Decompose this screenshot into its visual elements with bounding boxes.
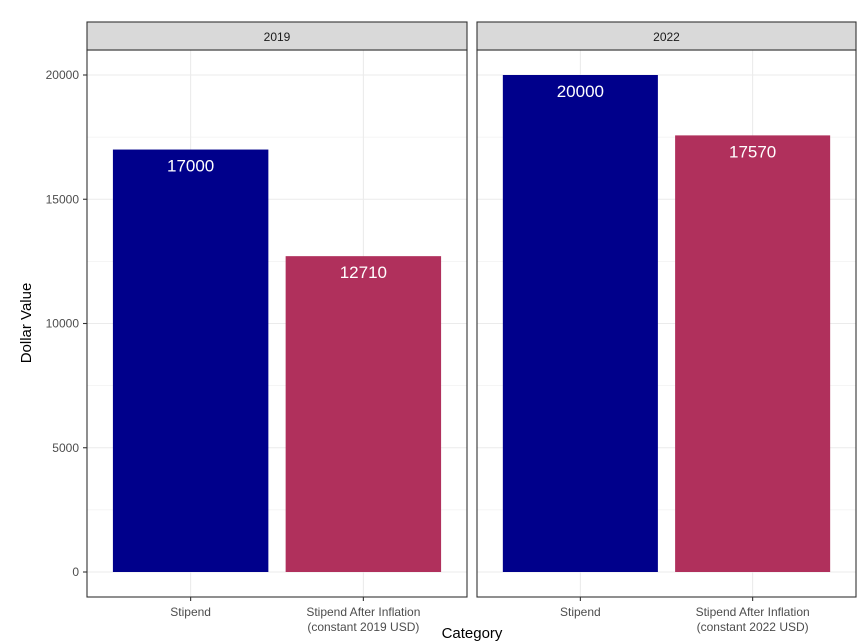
data-label: 17000 xyxy=(167,157,214,176)
y-tick-label: 20000 xyxy=(46,68,80,82)
bar-2022-1 xyxy=(502,75,658,572)
x-tick-label-line2: (constant 2022 USD) xyxy=(697,620,809,634)
data-label: 12710 xyxy=(340,263,387,282)
x-tick-label: Stipend After Inflation xyxy=(696,605,810,619)
x-axis-title: Category xyxy=(442,625,503,642)
facet-strip xyxy=(476,21,857,51)
facet-strip xyxy=(86,21,468,51)
y-tick-label: 15000 xyxy=(46,192,80,206)
bar-2022-2 xyxy=(675,135,831,572)
facet-strip-label: 2019 xyxy=(264,30,291,44)
x-tick-label: Stipend xyxy=(560,605,601,619)
y-axis-title: Dollar Value xyxy=(18,283,35,364)
y-tick-label: 0 xyxy=(72,565,79,579)
y-tick-label: 10000 xyxy=(46,317,80,331)
x-tick-label: Stipend After Inflation xyxy=(306,605,420,619)
y-tick-label: 5000 xyxy=(52,441,79,455)
x-tick-label-line2: (constant 2019 USD) xyxy=(307,620,419,634)
data-label: 17570 xyxy=(729,142,776,161)
bar-2019-2 xyxy=(285,256,442,572)
facet-strip-label: 2022 xyxy=(653,30,680,44)
data-label: 20000 xyxy=(557,82,604,101)
bar-2019-1 xyxy=(112,149,269,573)
x-tick-label: Stipend xyxy=(170,605,211,619)
